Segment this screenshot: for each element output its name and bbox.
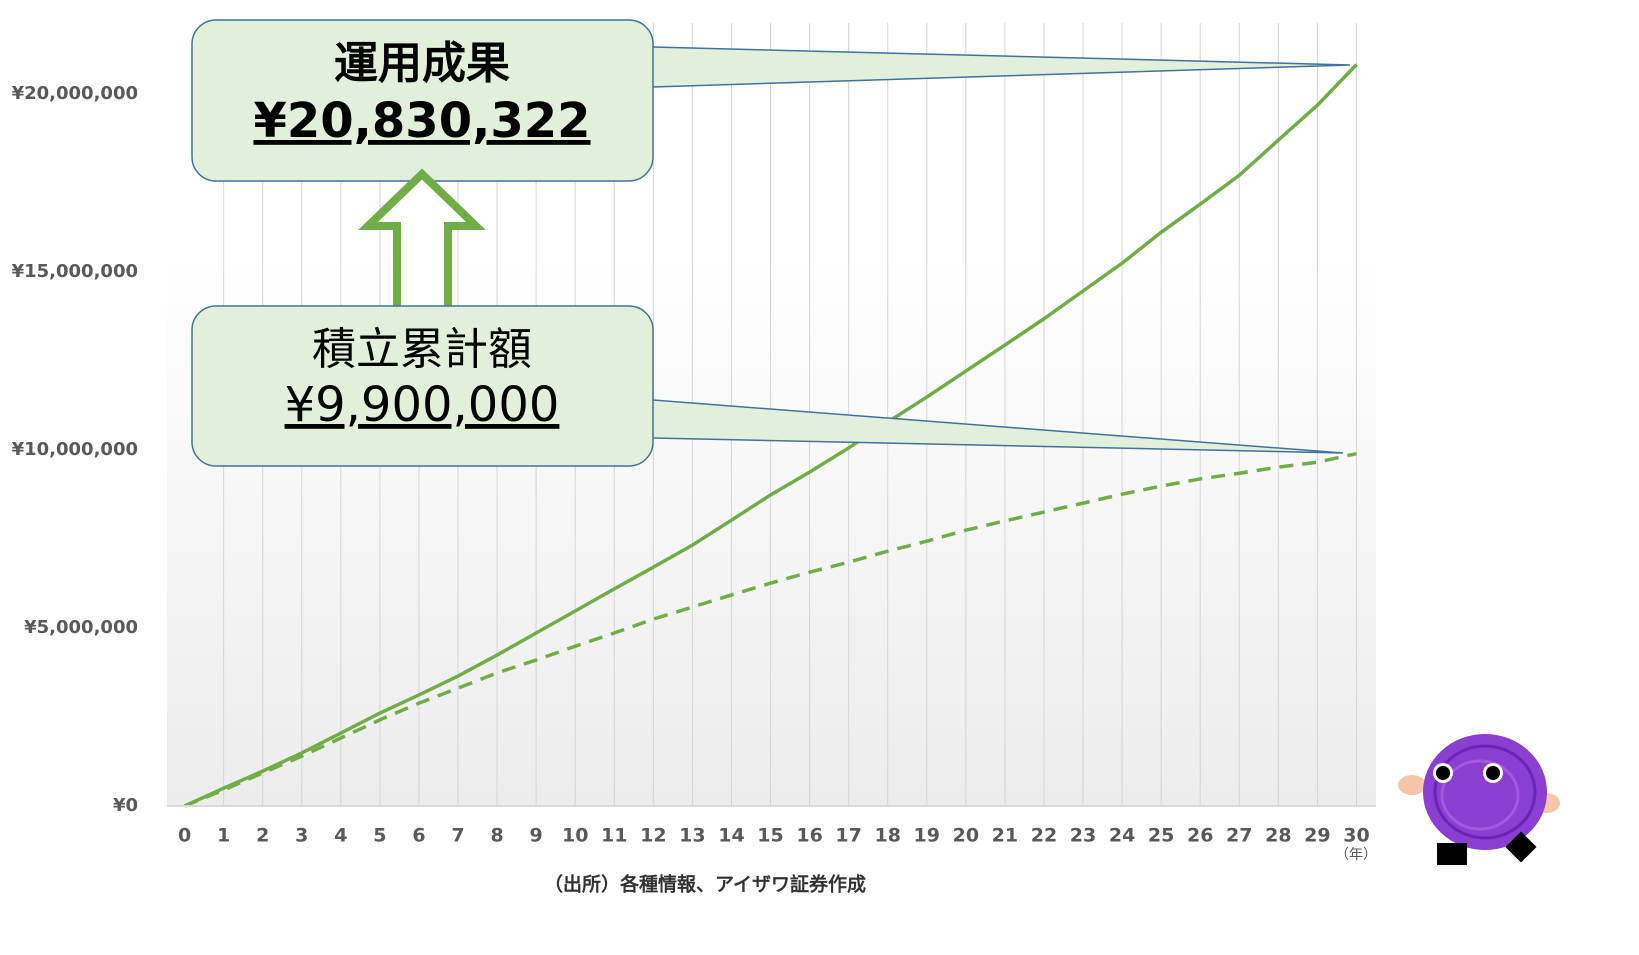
x-tick-label: 6 [412,825,425,847]
x-tick-label: 27 [1226,825,1252,847]
callout-box [191,305,654,467]
x-tick-label: 0 [178,825,191,847]
x-tick-label: 29 [1304,825,1330,847]
x-tick-label: 16 [796,825,822,847]
callout-value: ¥9,900,000 [285,377,560,433]
x-tick-label: 4 [334,825,347,847]
callout-pointer [640,47,1350,87]
callout-title: 積立累計額 [312,324,532,375]
x-tick-label: 9 [530,825,543,847]
x-tick-label: 26 [1187,825,1213,847]
x-tick-label: 19 [914,825,940,847]
x-tick-label: 10 [562,825,588,847]
x-tick-label: 28 [1265,825,1291,847]
x-tick-label: 14 [718,825,744,847]
y-tick-label: ¥10,000,000 [12,439,138,460]
y-tick-label: ¥5,000,000 [24,617,138,638]
x-tick-label: 20 [953,825,979,847]
x-tick-label: 7 [451,825,464,847]
source-note: （出所）各種情報、アイザワ証券作成 [544,873,866,896]
x-tick-label: 1 [217,825,230,847]
x-tick-label: 5 [373,825,386,847]
x-tick-label: 22 [1031,825,1057,847]
x-tick-label: 23 [1070,825,1096,847]
y-tick-label: ¥0 [113,795,138,816]
x-tick-label: 21 [992,825,1018,847]
x-unit: （年） [1335,847,1377,863]
y-tick-label: ¥15,000,000 [12,261,138,282]
x-tick-label: 12 [640,825,666,847]
x-tick-label: 11 [601,825,627,847]
series-line [183,63,1358,808]
y-tick-label: ¥20,000,000 [12,83,138,104]
series-line [183,451,1357,808]
x-tick-label: 15 [757,825,783,847]
callout-value: ¥20,830,322 [253,93,590,149]
x-tick-label: 24 [1109,825,1135,847]
x-tick-label: 25 [1148,825,1174,847]
callout-pointer-edge [652,46,1351,88]
x-tick-label: 18 [874,825,900,847]
x-tick-label: 30 [1343,825,1369,847]
x-tick-label: 3 [295,825,308,847]
callout-title: 運用成果 [334,38,510,89]
x-tick-label: 17 [835,825,861,847]
callout-pointer-edge [652,399,1344,454]
mascot [1398,734,1560,865]
x-tick-label: 8 [490,825,503,847]
x-tick-label: 2 [256,825,269,847]
x-tick-label: 13 [679,825,705,847]
